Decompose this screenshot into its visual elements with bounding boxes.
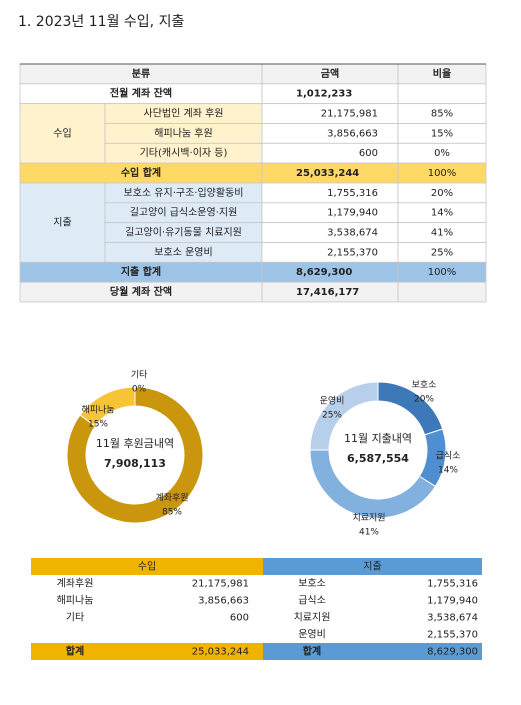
summary-amount: 3,538,674	[427, 613, 478, 624]
summary-total-bg	[31, 643, 263, 660]
segment-label: 보호소	[412, 380, 437, 391]
segment-label: 급식소	[436, 451, 461, 462]
group-label: 수입	[53, 126, 71, 139]
summary-amount: 2,155,370	[427, 630, 478, 641]
segment-value-label: 41%	[359, 528, 379, 538]
item-name: 기타(캐시백·이자 등)	[140, 147, 228, 159]
item-amount: 600	[359, 148, 378, 159]
summary-total-amount: 25,033,244	[192, 647, 249, 658]
segment-label: 해피나눔	[81, 405, 114, 416]
row-label: 당월 계좌 잔액	[110, 285, 172, 298]
segment-value-label: 0%	[132, 385, 147, 395]
item-amount: 1,179,940	[327, 208, 378, 219]
summary-name: 보호소	[298, 578, 326, 590]
item-name: 사단법인 계좌 후원	[144, 108, 224, 120]
item-name: 보호소 유지·구조·입양활동비	[124, 186, 244, 199]
summary-total-bg	[263, 643, 482, 660]
table-cell	[397, 83, 487, 105]
item-name: 길고양이·유기동물 치료지원	[125, 226, 242, 239]
summary-name: 계좌후원	[57, 578, 94, 590]
total-label: 지출 합계	[121, 265, 161, 278]
table-header: 분류	[132, 68, 150, 80]
item-name: 길고양이 급식소운영·지원	[130, 206, 238, 219]
item-amount: 3,856,663	[327, 128, 378, 139]
summary-name: 해피나눔	[57, 594, 94, 607]
donut-segment	[309, 381, 379, 451]
summary-total-label: 합계	[303, 645, 321, 658]
summary-amount: 1,179,940	[427, 596, 478, 607]
segment-value-label: 25%	[322, 411, 342, 421]
summary-header-bg	[263, 558, 482, 575]
donut-title: 11월 지출내역	[344, 432, 412, 445]
table-cell	[19, 103, 106, 164]
segment-label: 계좌후원	[155, 492, 188, 504]
segment-label: 치료지원	[352, 512, 385, 524]
item-ratio: 15%	[431, 128, 453, 139]
donut-title: 11월 후원금내역	[96, 437, 174, 450]
segment-value-label: 20%	[414, 395, 434, 405]
item-name: 해피나눔 후원	[154, 126, 212, 139]
donut-segment	[66, 386, 204, 524]
summary-header: 수입	[138, 560, 156, 573]
segment-label: 기타	[131, 370, 148, 381]
summary-name: 급식소	[298, 595, 326, 607]
group-label: 지출	[53, 217, 71, 229]
segment-value-label: 85%	[162, 508, 182, 518]
donut-center-value: 7,908,113	[104, 457, 166, 470]
segment-label: 운영비	[320, 396, 345, 407]
total-amount: 25,033,244	[296, 168, 359, 179]
item-amount: 21,175,981	[321, 109, 378, 120]
row-amount: 17,416,177	[296, 287, 359, 298]
summary-name: 기타	[66, 612, 84, 624]
total-amount: 8,629,300	[296, 267, 352, 278]
item-amount: 1,755,316	[327, 188, 378, 199]
summary-name: 운영비	[298, 629, 326, 641]
table-header: 금액	[321, 68, 339, 80]
summary-total-amount: 8,629,300	[427, 647, 478, 658]
summary-amount: 600	[230, 613, 249, 624]
table-header: 비율	[433, 67, 451, 80]
item-ratio: 41%	[431, 228, 453, 239]
item-ratio: 0%	[434, 148, 450, 159]
total-label: 수입 합계	[121, 166, 161, 179]
item-amount: 3,538,674	[327, 228, 378, 239]
summary-total-label: 합계	[66, 645, 84, 658]
item-ratio: 20%	[431, 188, 453, 199]
summary-amount: 3,856,663	[198, 596, 249, 607]
total-ratio: 100%	[428, 168, 457, 179]
item-ratio: 85%	[431, 109, 453, 120]
item-ratio: 25%	[431, 247, 453, 258]
row-amount: 1,012,233	[296, 89, 352, 100]
donut-center-value: 6,587,554	[347, 452, 409, 465]
summary-name: 치료지원	[294, 612, 331, 624]
item-ratio: 14%	[431, 208, 453, 219]
segment-value-label: 14%	[438, 466, 458, 476]
summary-amount: 21,175,981	[192, 579, 249, 590]
total-ratio: 100%	[428, 267, 457, 278]
row-label: 전월 계좌 잔액	[110, 87, 172, 100]
table-cell	[397, 281, 487, 303]
page-title: 1. 2023년 11월 수입, 지출	[18, 14, 184, 30]
segment-value-label: 15%	[88, 420, 108, 430]
summary-header: 지출	[363, 561, 381, 573]
table-cell	[19, 182, 106, 263]
summary-amount: 1,755,316	[427, 579, 478, 590]
item-amount: 2,155,370	[327, 247, 378, 258]
summary-header-bg	[31, 558, 263, 575]
item-name: 보호소 운영비	[154, 246, 212, 258]
